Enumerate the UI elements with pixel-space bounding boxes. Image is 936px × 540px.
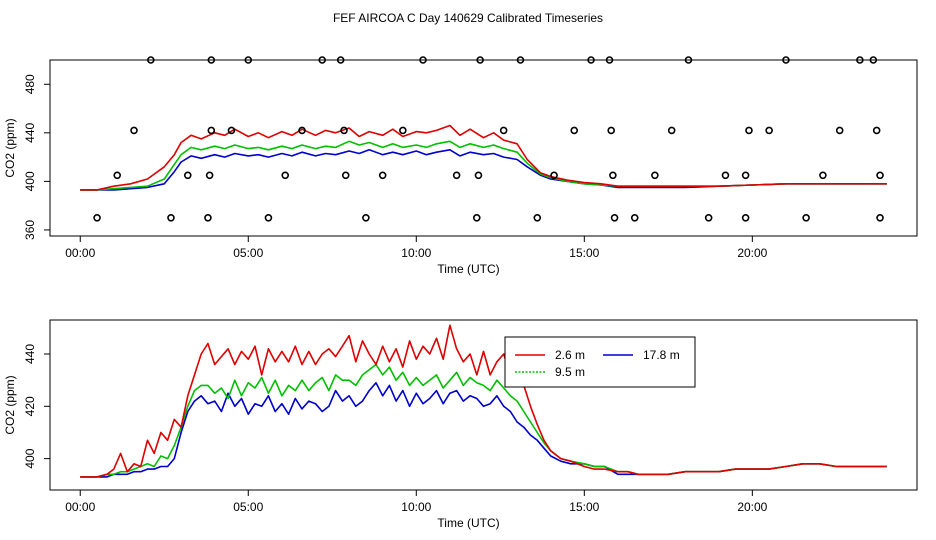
x-tick-label: 15:00: [569, 246, 599, 260]
calibration-point: [378, 171, 387, 180]
calibration-point: [227, 126, 236, 135]
bottom-panel: 00:00 05:00 10:00 15:00 20:00 400 420 440 Time (…: [3, 319, 918, 530]
calibration-point: [721, 171, 730, 180]
calibration-point: [872, 126, 881, 135]
y-tick-label: 360: [23, 220, 37, 240]
calibration-point: [802, 213, 810, 222]
calibration-point: [745, 126, 753, 135]
y-tick-label: 480: [23, 74, 37, 94]
legend-label: 2.6 m: [555, 348, 585, 362]
plot-frame: [49, 319, 918, 491]
calibration-point: [167, 213, 175, 222]
x-tick-label: 00:00: [65, 246, 95, 260]
calibration-point: [130, 126, 138, 135]
calibration-point: [281, 171, 290, 180]
calibration-point: [630, 213, 639, 222]
calibration-point: [570, 126, 579, 135]
x-tick-label: 15:00: [569, 500, 599, 514]
series-line-9-5-m: [80, 363, 887, 478]
calibration-point: [244, 56, 253, 64]
calibration-point: [819, 171, 827, 180]
calibration-point: [605, 56, 614, 64]
top-panel: 00:00 05:00 10:00 15:00 20:00 360 400 440 480 Tim…: [3, 56, 918, 276]
x-tick-label: 10:00: [401, 500, 431, 514]
y-axis-label: CO2 (ppm): [3, 375, 17, 434]
calibration-point: [264, 213, 273, 222]
x-tick-label: 20:00: [737, 500, 767, 514]
series-line-2-6-m: [80, 124, 887, 191]
x-tick-label: 05:00: [233, 500, 263, 514]
calibration-point: [876, 213, 884, 222]
calibration-point: [472, 213, 481, 222]
calibration-point: [533, 213, 542, 222]
calibration-point: [607, 126, 615, 135]
x-axis-label: Time (UTC): [437, 516, 499, 530]
legend-box: [504, 336, 696, 388]
x-tick-label: 20:00: [737, 246, 767, 260]
calibration-point: [587, 56, 595, 64]
calibration-point: [651, 171, 659, 180]
calibration-point: [399, 126, 407, 135]
x-tick-label: 00:00: [65, 500, 95, 514]
calibration-point: [113, 171, 122, 180]
calibration-point: [550, 171, 558, 180]
calibration-point: [474, 171, 483, 180]
calibration-point: [419, 56, 427, 64]
calibration-point: [205, 171, 214, 180]
series-line-2-6-m: [80, 324, 887, 478]
calibration-point: [667, 126, 676, 135]
series-line-17-8-m: [80, 381, 887, 478]
calibration-point: [856, 56, 864, 64]
calibration-point: [516, 56, 525, 64]
calibration-point: [876, 171, 884, 180]
x-tick-label: 10:00: [401, 246, 431, 260]
calibration-point: [318, 56, 326, 64]
legend-label: 17.8 m: [643, 348, 680, 362]
calibration-point: [207, 56, 216, 64]
y-tick-label: 420: [23, 396, 37, 416]
calibration-point: [93, 213, 101, 222]
calibration-point: [341, 171, 350, 180]
calibration-point: [609, 171, 617, 180]
calibration-point: [741, 171, 750, 180]
calibration-point: [298, 126, 306, 135]
calibration-point: [452, 171, 461, 180]
figure-title: FEF AIRCOA C Day 140629 Calibrated Times…: [333, 11, 603, 25]
calibration-point: [362, 213, 370, 222]
y-axis-label: CO2 (ppm): [3, 118, 17, 177]
x-axis-label: Time (UTC): [437, 262, 499, 276]
calibration-point: [704, 213, 713, 222]
y-tick-label: 440: [23, 344, 37, 364]
calibration-point: [147, 56, 155, 64]
legend-label: 9.5 m: [555, 365, 585, 379]
series-line-9-5-m: [80, 140, 887, 191]
calibration-point: [765, 126, 773, 135]
calibration-point: [207, 126, 216, 135]
x-tick-label: 05:00: [233, 246, 263, 260]
y-tick-label: 440: [23, 122, 37, 142]
calibration-point: [741, 213, 750, 222]
calibration-point: [476, 56, 484, 64]
calibration-point: [684, 56, 693, 64]
calibration-point: [610, 213, 619, 222]
calibration-point: [336, 56, 345, 64]
calibration-point: [835, 126, 844, 135]
calibration-point: [204, 213, 212, 222]
y-tick-label: 400: [23, 171, 37, 191]
calibration-point: [340, 126, 348, 135]
calibration-point: [183, 171, 192, 180]
y-tick-label: 400: [23, 448, 37, 468]
calibration-point: [499, 126, 508, 135]
calibration-point: [782, 56, 790, 64]
calibration-point: [869, 56, 878, 64]
